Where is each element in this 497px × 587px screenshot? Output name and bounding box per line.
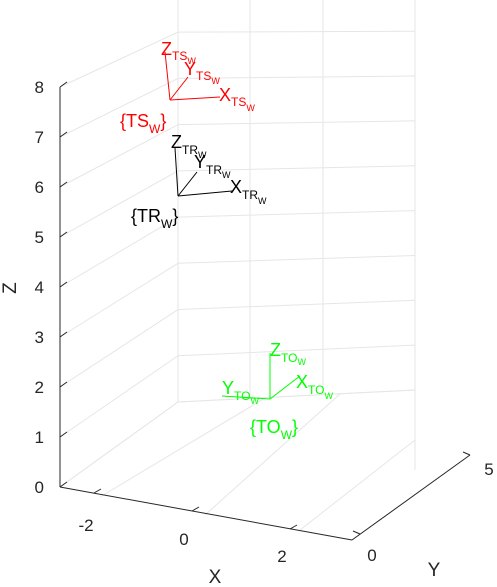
frame-ts-x-axis-line — [169, 96, 221, 101]
x-tick-label-2: 2 — [277, 547, 286, 566]
z-grid-left-1 — [59, 355, 179, 438]
y-axis-line — [351, 454, 471, 541]
z-tick-mark-3 — [59, 331, 68, 338]
z-tick-label-3: 3 — [35, 328, 44, 347]
y-tick-label-0: 0 — [367, 546, 376, 565]
z-grid-back-0 — [177, 389, 416, 403]
z-grid-left-5 — [59, 170, 179, 238]
z-grid-back-1 — [177, 344, 416, 357]
grid-floor-5 — [204, 393, 341, 516]
z-axis-label: Z — [0, 282, 21, 294]
frame-ts: ZTSW YTSW XTSW {TSW} — [120, 39, 255, 136]
z-tick-label-8: 8 — [35, 78, 44, 97]
z-tick-label-0: 0 — [35, 478, 44, 497]
z-grid-back-5 — [177, 165, 416, 172]
z-grid-back-4 — [177, 210, 416, 218]
z-gridlines — [59, 30, 416, 488]
z-tick-mark-4 — [59, 281, 68, 288]
x-tick-label-0: -2 — [78, 516, 93, 535]
frame-tr-z-label: ZTRW — [171, 132, 207, 160]
frame-to-x-label: XTOW — [296, 372, 333, 401]
z-tick-label-6: 6 — [35, 178, 44, 197]
z-grid-back-3 — [177, 254, 416, 264]
z-grid-left-8 — [59, 31, 179, 88]
z-tick-mark-8 — [59, 81, 68, 88]
z-ticks: 0 1 2 3 4 5 6 7 8 — [35, 78, 68, 497]
frame-ts-z-label: ZTSW — [161, 39, 196, 66]
frame-to-z-label: ZTOW — [270, 340, 306, 367]
z-grid-left-6 — [59, 124, 179, 188]
z-tick-label-4: 4 — [35, 278, 44, 297]
z-tick-mark-2 — [59, 381, 68, 388]
grid-floor-4 — [99, 397, 266, 498]
frame-to-y-label: YTOW — [222, 378, 259, 406]
z-grid-left-4 — [59, 216, 179, 288]
z-tick-label-7: 7 — [35, 128, 44, 147]
x-axis-line — [59, 486, 353, 541]
frame-tr-z-axis-line — [174, 147, 179, 197]
frame-tr: ZTRW YTRW XTRW {TRW} — [131, 132, 267, 231]
z-tick-label-5: 5 — [35, 228, 44, 247]
frame-to-tag: {TOW} — [250, 417, 298, 442]
frame-tr-y-axis-line — [177, 171, 198, 197]
frame-ts-x-label: XTSW — [219, 85, 255, 113]
z-grid-left-0 — [59, 401, 179, 488]
x-tick-label-1: 0 — [179, 530, 188, 549]
frame-to-y-axis-line — [221, 395, 271, 400]
frame-ts-y-axis-line — [169, 76, 189, 101]
z-grid-back-8 — [177, 30, 416, 33]
x-axis-label: X — [209, 567, 222, 587]
xy-tick-marks — [93, 451, 471, 535]
z-grid-left-3 — [59, 262, 179, 338]
z-tick-mark-0 — [59, 481, 68, 488]
frame-tr-x-axis-line — [177, 190, 233, 197]
frame-to-x-axis-line — [269, 375, 301, 400]
frame-tr-y-label: YTRW — [194, 152, 231, 180]
z-grid-back-7 — [177, 75, 416, 79]
z-grid-left-2 — [59, 309, 179, 388]
grid-floor-6 — [299, 439, 416, 531]
z-tick-mark-6 — [59, 181, 68, 188]
z-tick-mark-5 — [59, 231, 68, 238]
frame-ts-z-axis-line — [164, 51, 171, 101]
frame-ts-y-label: YTSW — [184, 59, 220, 86]
frame-tr-tag: {TRW} — [131, 206, 178, 231]
y-axis-label: Y — [428, 560, 441, 581]
frame-to: ZTOW YTOW XTOW {TOW} — [221, 340, 333, 442]
z-grid-back-6 — [177, 120, 416, 126]
z-tick-label-2: 2 — [35, 378, 44, 397]
frame-ts-tag: {TSW} — [120, 111, 166, 136]
z-grid-left-7 — [59, 77, 179, 138]
z-grid-back-2 — [177, 299, 416, 311]
grid — [59, 0, 416, 531]
y-tick-label-1: 5 — [484, 460, 493, 479]
z-tick-mark-7 — [59, 131, 68, 138]
z-tick-mark-1 — [59, 431, 68, 438]
z-tick-label-1: 1 — [35, 428, 44, 447]
frame-tr-x-label: XTRW — [230, 177, 267, 206]
